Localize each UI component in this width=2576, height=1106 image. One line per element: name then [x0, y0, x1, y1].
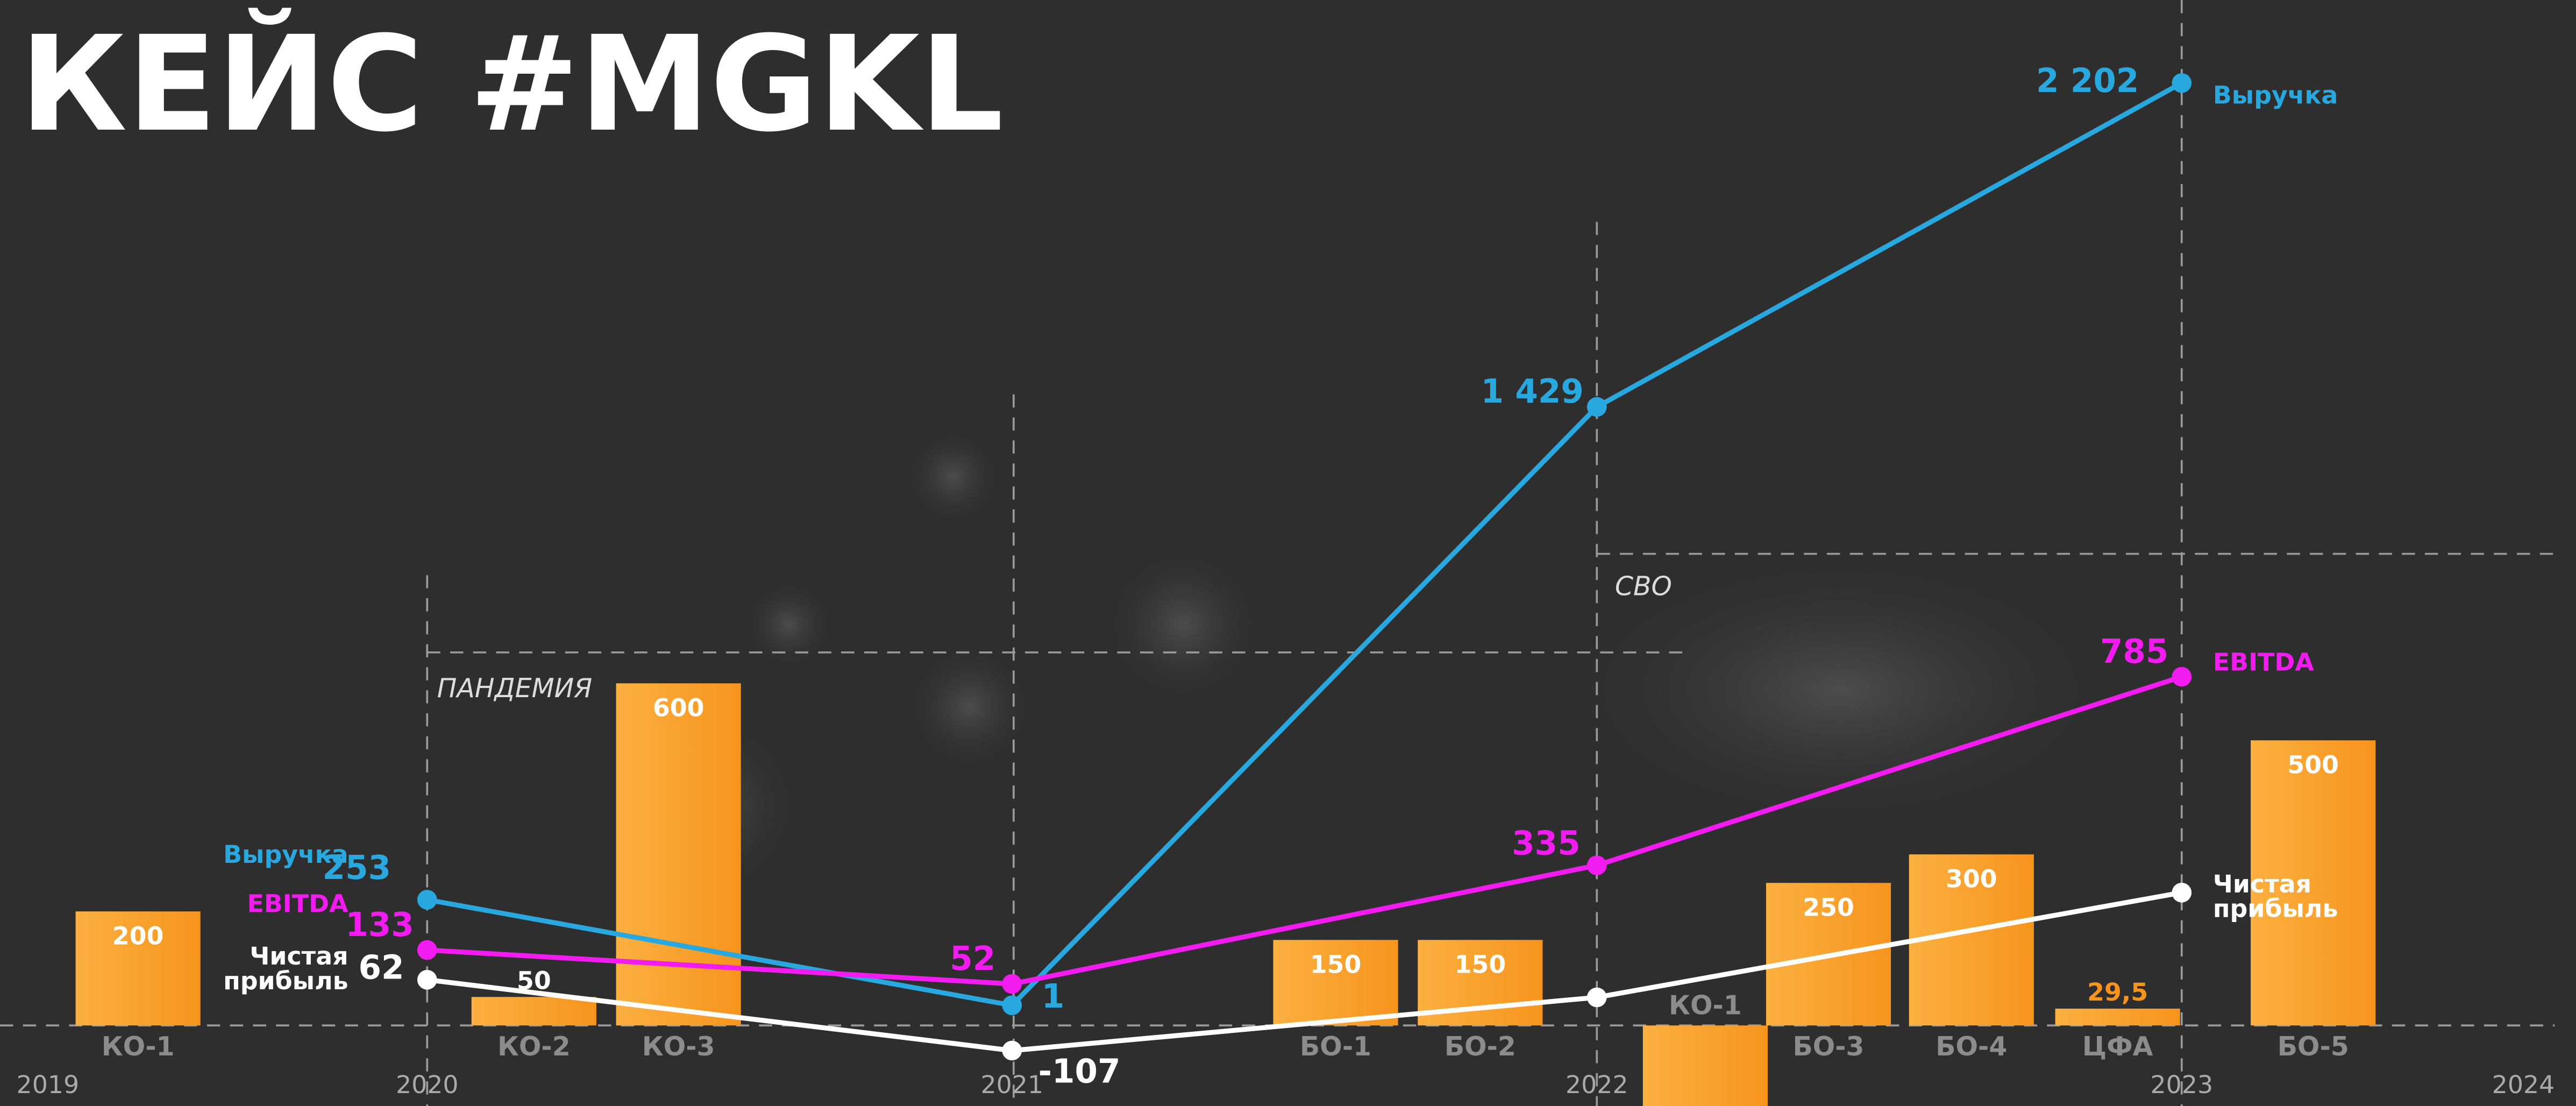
- bar: [1643, 1025, 1768, 1106]
- x-tick-label: КО-1: [1669, 990, 1742, 1021]
- annotation: СВО: [1615, 571, 1672, 602]
- point: [1002, 974, 1022, 994]
- x-tick-label: БО-4: [1935, 1031, 2007, 1062]
- point: [1587, 855, 1607, 875]
- value-label: 1 429: [1481, 373, 1584, 411]
- legend-entry: Чистая прибыль: [151, 945, 348, 1011]
- chart-title: КЕЙС #MGKL: [20, 8, 1004, 161]
- value-label: 500: [2287, 750, 2339, 779]
- value-label: 133: [345, 906, 414, 944]
- x-tick-label: 2022: [1565, 1070, 1628, 1099]
- value-label: 150: [1310, 950, 1362, 979]
- value-label: 29,5: [2087, 977, 2148, 1006]
- point: [1002, 996, 1022, 1016]
- x-tick-label: КО-1: [102, 1031, 175, 1062]
- legend-label: EBITDA: [2213, 651, 2361, 676]
- x-tick-label: 2021: [980, 1070, 1043, 1099]
- bar: [2055, 1009, 2180, 1025]
- point: [2172, 73, 2192, 93]
- value-label: 1: [1042, 977, 1064, 1016]
- value-label: 62: [358, 949, 404, 987]
- x-tick-label: 2023: [2151, 1070, 2214, 1099]
- legend-label: Выручка: [2213, 84, 2361, 109]
- x-tick-label: БО-3: [1793, 1031, 1865, 1062]
- point: [417, 970, 437, 990]
- legend-label: Чистая прибыль: [2213, 873, 2361, 922]
- legend-label: Выручка: [201, 843, 348, 868]
- legend-label: EBITDA: [201, 892, 348, 917]
- x-tick-label: 2019: [17, 1070, 80, 1099]
- value-label: 335: [1512, 825, 1581, 863]
- x-tick-label: БО-2: [1444, 1031, 1516, 1062]
- x-tick-label: 2024: [2492, 1070, 2555, 1099]
- point: [417, 940, 437, 960]
- x-tick-label: БО-5: [2278, 1031, 2349, 1062]
- legend-label: Чистая прибыль: [201, 945, 348, 995]
- point: [1587, 397, 1607, 417]
- point: [1587, 988, 1607, 1008]
- value-label: -107: [1038, 1052, 1121, 1090]
- bar: [472, 997, 596, 1025]
- x-tick-label: ЦФА: [2082, 1031, 2153, 1062]
- value-label: 150: [1455, 950, 1506, 979]
- x-tick-label: БО-1: [1300, 1031, 1371, 1062]
- point: [2172, 667, 2192, 687]
- value-label: 2 202: [2036, 62, 2139, 100]
- legend-entry: Выручка: [2213, 84, 2410, 150]
- x-tick-label: КО-3: [642, 1031, 715, 1062]
- x-tick-label: КО-2: [497, 1031, 571, 1062]
- chart: КЕЙС #MGKL ПАНДЕМИЯ СВО 2019 2020 2021 2022…: [0, 0, 2576, 1106]
- value-label: 300: [1946, 864, 1997, 894]
- point: [2172, 883, 2192, 903]
- point: [1002, 1041, 1022, 1061]
- x-tick-label: 2020: [396, 1070, 459, 1099]
- point: [417, 890, 437, 910]
- value-label: 600: [653, 693, 705, 722]
- annotation: ПАНДЕМИЯ: [437, 673, 593, 704]
- legend-entry: Чистая прибыль: [2213, 873, 2410, 938]
- value-label: 52: [950, 940, 995, 978]
- bar: [616, 683, 741, 1025]
- legend-entry: EBITDA: [2213, 651, 2410, 717]
- value-label: 250: [1803, 893, 1854, 922]
- value-label: 785: [2100, 633, 2169, 671]
